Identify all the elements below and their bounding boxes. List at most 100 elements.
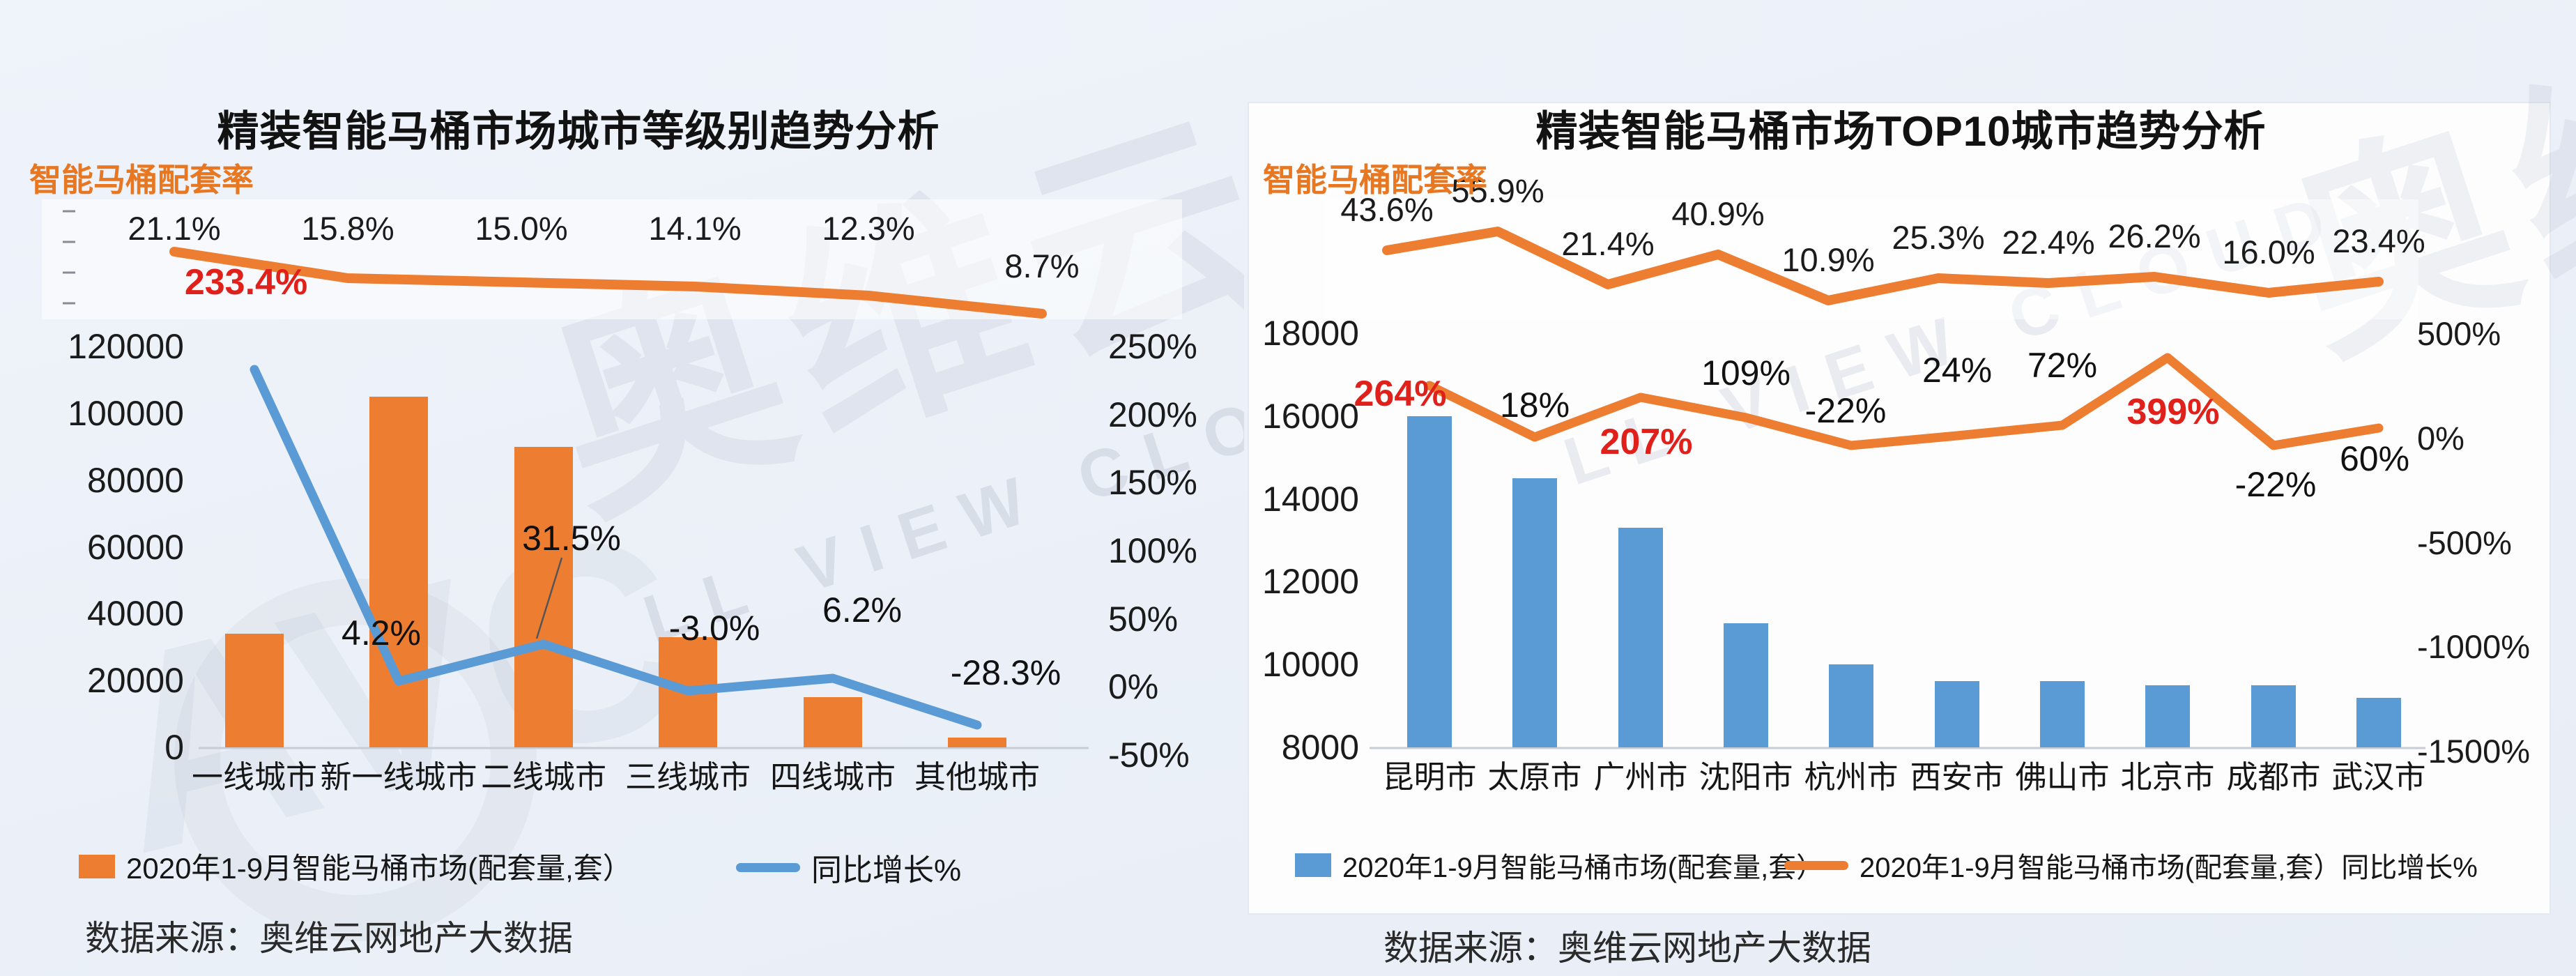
left-legend-bar-item: 2020年1-9月智能马桶市场(配套量,套） [79,845,632,887]
left-axis-tick: 20000 [87,661,184,700]
left-axis-tick: 40000 [87,594,184,633]
category-label: 其他城市 [914,759,1040,795]
category-label: 四线城市 [770,759,896,795]
rate-label: 43.6% [1340,191,1433,228]
growth-label: -22% [1805,391,1887,430]
growth-label: -22% [2235,465,2317,504]
category-label: 二线城市 [481,759,606,795]
category-label: 昆明市 [1382,759,1476,795]
bar-沈阳市 [1724,623,1768,747]
right-legend-bar-item: 2020年1-9月智能马桶市场(配套量,套） [1295,845,1824,885]
growth-label-leader-line [535,557,563,639]
category-label: 一线城市 [192,759,317,795]
left-axis-tick: 14000 [1262,480,1359,519]
rate-label: 14.1% [648,210,741,247]
bar-太原市 [1512,478,1557,747]
bar-四线城市 [804,697,862,747]
rate-label: 23.4% [2332,222,2425,259]
right-axis-tick: 0% [2417,420,2464,457]
rate-line [169,247,1047,319]
blue-bar-swatch [1295,853,1331,877]
category-label: 新一线城市 [320,759,477,795]
left-legend-line-label: 同比增长% [811,853,962,887]
growth-label: 264% [1354,374,1447,414]
growth-label: 60% [2340,439,2409,478]
rate-label: 15.0% [475,210,567,247]
rate-label: 16.0% [2222,234,2315,270]
right-chart-title: 精装智能马桶市场TOP10城市趋势分析 [1535,108,2267,155]
right-axis-tick: -1000% [2417,628,2530,665]
left-axis-tick: 18000 [1262,314,1359,353]
chart-graphics-top10: 43.6% 55.9% 21.4% 40.9% 10.9% 25.3% 22.4% 26.2%… [1262,172,2530,795]
left-axis-tick: 16000 [1262,397,1359,436]
left-axis-tick: 10000 [1262,645,1359,684]
rate-label: 40.9% [1671,195,1764,232]
category-label: 佛山市 [2015,759,2109,795]
growth-label: -28.3% [951,653,1061,692]
right-legend-bar-label: 2020年1-9月智能马桶市场(配套量,套） [1342,853,1825,883]
blue-line-swatch [736,862,800,872]
growth-label: 4.2% [342,613,421,653]
left-legend-bar-label: 2020年1-9月智能马桶市场(配套量,套） [126,852,632,885]
right-axis-tick: -50% [1108,735,1190,775]
rate-label: 15.8% [301,210,394,247]
bar-一线城市 [225,634,284,747]
growth-label: 72% [2027,346,2097,385]
right-axis-tick: 100% [1108,531,1197,570]
right-axis-tick: 250% [1108,327,1197,366]
rate-line [1382,227,2384,305]
rate-label: 12.3% [822,210,914,247]
bar-武汉市 [2356,698,2401,747]
right-rate-series-label: 智能马桶配套率 [1263,162,1487,198]
rate-label: 21.1% [128,210,220,247]
bar-新一线城市 [369,397,428,747]
growth-line [250,365,982,730]
left-axis-tick: 120000 [68,327,184,366]
right-axis-tick: 50% [1108,600,1178,639]
left-axis-tick: 8000 [1282,728,1359,767]
category-label: 杭州市 [1804,759,1898,795]
bar-成都市 [2251,685,2296,747]
growth-label: 233.4% [185,262,307,303]
bar-佛山市 [2040,681,2085,747]
category-label: 北京市 [2120,759,2214,795]
category-label: 广州市 [1593,759,1687,795]
left-legend-line-item: 同比增长% [736,845,961,890]
growth-label: 18% [1500,386,1570,425]
category-label: 武汉市 [2331,759,2425,795]
right-axis-tick: 150% [1108,463,1197,502]
right-axis-tick: 200% [1108,395,1197,434]
left-rate-series-label: 智能马桶配套率 [29,162,254,198]
growth-label: 109% [1701,353,1791,392]
bar-二线城市 [514,447,573,747]
bar-其他城市 [948,738,1006,747]
growth-label: 399% [2127,392,2220,432]
right-source-note: 数据来源：奥维云网地产大数据 [1383,929,1871,968]
category-label: 西安市 [1910,759,2004,795]
orange-line-swatch [1784,860,1848,870]
left-axis-tick: 60000 [87,528,184,567]
chart-graphics-city-tier: 21.1% 15.8% 15.0% 14.1% 12.3% 8.7% 120000 10000… [42,199,1197,795]
left-source-note: 数据来源：奥维云网地产大数据 [85,919,573,958]
bar-北京市 [2145,685,2190,747]
left-axis-tick: 12000 [1262,562,1359,601]
left-axis-tick: 0 [164,728,184,767]
left-axis-tick: 100000 [68,394,184,433]
growth-label: -3.0% [669,609,760,648]
growth-label: 31.5% [522,519,621,558]
bar-西安市 [1935,681,1979,747]
rate-label: 55.9% [1451,172,1544,209]
rate-label: 22.4% [2002,224,2094,261]
right-legend-line-label: 2020年1-9月智能马桶市场(配套量,套）同比增长% [1860,853,2478,883]
orange-bar-swatch [79,854,115,878]
rate-label: 21.4% [1561,225,1654,262]
category-label: 沈阳市 [1699,759,1793,795]
growth-label: 24% [1922,351,1992,390]
left-chart-title: 精装智能马桶市场城市等级别趋势分析 [217,108,940,155]
bar-昆明市 [1407,416,1452,747]
category-label: 太原市 [1487,759,1581,795]
rate-label: 8.7% [1004,247,1079,284]
right-axis-tick: -1500% [2417,733,2530,770]
